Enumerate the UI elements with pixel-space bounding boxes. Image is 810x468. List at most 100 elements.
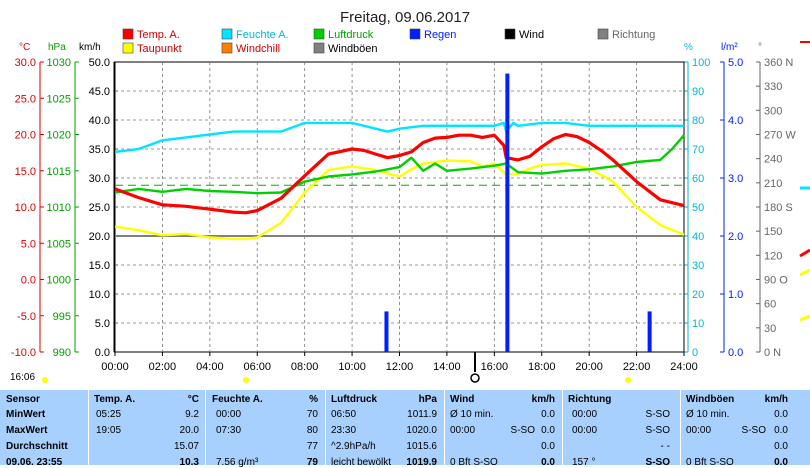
- humidity-tick-label: 40: [692, 231, 704, 243]
- header-humidity: Feuchte A.: [212, 394, 263, 405]
- direction-tick-label: 30: [764, 323, 776, 335]
- wind-value: 0.0: [541, 409, 555, 420]
- legend-swatch: [504, 28, 516, 40]
- direction-tick-label: 90 O: [764, 275, 788, 287]
- series: [114, 73, 685, 352]
- rain-tick-label: 3.0: [728, 173, 743, 185]
- direction-tick-label: 210: [764, 178, 782, 190]
- sunrise-marker: [243, 377, 249, 383]
- direction-tick-label: 0 N: [764, 347, 781, 359]
- pressure-tick-label: 1015: [47, 166, 71, 178]
- humidity-tick-label: 50: [692, 202, 704, 214]
- humidity-tick-label: 100: [692, 57, 710, 69]
- legend-swatch: [221, 42, 233, 54]
- row-label: MinWert: [6, 409, 46, 420]
- legend-swatch: [221, 28, 233, 40]
- legend-swatch: [597, 28, 609, 40]
- x-tick-label: 22:00: [623, 361, 651, 373]
- x-tick-label: 18:00: [528, 361, 556, 373]
- grid: [114, 61, 685, 353]
- humidity-tick-label: 30: [692, 260, 704, 272]
- humidity-time: 00:00: [216, 409, 242, 420]
- legend-label: Windböen: [328, 43, 378, 55]
- temp-tick-label: -10.0: [11, 347, 36, 359]
- temp-time: 19:05: [96, 425, 122, 436]
- pressure-tick-label: 1010: [47, 202, 71, 214]
- chart-title: Freitag, 09.06.2017: [340, 9, 470, 26]
- rain-tick-label: 0.0: [728, 347, 743, 359]
- rain-tick-label: 1.0: [728, 289, 743, 301]
- pressure-value: 1011.9: [407, 409, 437, 420]
- x-tick-label: 12:00: [386, 361, 414, 373]
- legend: Temp. A. Feuchte A. Luftdruck Regen Wind Rich…: [122, 28, 655, 55]
- legend-swatch: [409, 28, 421, 40]
- row-label: 09.06. 23:55: [6, 457, 63, 468]
- pressure-unit-label: hPa: [48, 42, 66, 53]
- rain-bar: [647, 311, 652, 352]
- temp-tick-label: 25.0: [15, 93, 36, 105]
- legend-swatch: [313, 28, 325, 40]
- wind-tick-label: 15.0: [89, 260, 110, 272]
- wind-direction: S-SO: [510, 425, 535, 436]
- legend-label: Regen: [424, 29, 456, 41]
- wind-tick-label: 50.0: [89, 57, 110, 69]
- pressure-tick-label: 1000: [47, 275, 71, 287]
- column-divider: [325, 390, 326, 465]
- direction-tick-label: 300: [764, 105, 782, 117]
- statistics-table: Sensor Temp. A. °C Feuchte A.% Luftdruck hPa W…: [0, 390, 810, 468]
- direction-tick-label: 120: [764, 250, 782, 262]
- wind-tick-label: 20.0: [89, 231, 110, 243]
- gust-value: 0.0: [774, 425, 788, 436]
- current-time-dot: [470, 373, 480, 383]
- pressure-time: ^2.9hPa/h: [331, 441, 376, 452]
- legend-label: Richtung: [612, 29, 655, 41]
- rain-unit-label: l/m²: [721, 42, 738, 53]
- sun-indicator: [42, 377, 48, 383]
- dewpoint-edge-marker: [799, 314, 810, 322]
- taupunkt-line: [114, 159, 685, 241]
- axes: °C hPa km/h% l/m² ° 30.0 25.0 20.0 15.0 10.0 5.0 0.…: [11, 42, 796, 373]
- x-tick-label: 08:00: [291, 361, 319, 373]
- pressure-tick-label: 1025: [47, 93, 71, 105]
- temp-value: 9.2: [185, 409, 199, 420]
- direction-tick-label: 180 S: [764, 202, 793, 214]
- rain-bar: [505, 73, 510, 352]
- header-humidity-unit: %: [309, 394, 318, 405]
- wind-value: 0.0: [541, 441, 555, 452]
- wind-value: 0.0: [541, 425, 555, 436]
- humidity-tick-label: 60: [692, 173, 704, 185]
- wind-tick-label: 10.0: [89, 289, 110, 301]
- humidity-tick-label: 10: [692, 318, 704, 330]
- wind-value: 0.0: [541, 457, 555, 468]
- x-tick-label: 02:00: [149, 361, 177, 373]
- legend-swatch: [122, 42, 134, 54]
- pressure-tick-label: 1030: [47, 57, 71, 69]
- pressure-tick-label: 1005: [47, 238, 71, 250]
- wind-tick-label: 35.0: [89, 144, 110, 156]
- humidity-time: 07:30: [216, 425, 242, 436]
- wind-tick-label: 0.0: [95, 347, 110, 359]
- legend-label: Luftdruck: [328, 29, 374, 41]
- temp-tick-label: 30.0: [15, 57, 36, 69]
- wind-tick-label: 45.0: [89, 86, 110, 98]
- header-temp: Temp. A.: [94, 394, 136, 405]
- x-tick-label: 14:00: [433, 361, 461, 373]
- x-tick-label: 00:00: [101, 361, 129, 373]
- direction-tick-label: 60: [764, 299, 776, 311]
- humidity-tick-label: 80: [692, 115, 704, 127]
- direction-tick-label: 360 N: [764, 57, 793, 69]
- pressure-time: leicht bewölkt: [331, 457, 392, 468]
- header-pressure: Luftdruck: [331, 394, 378, 405]
- header-pressure-unit: hPa: [418, 394, 437, 405]
- humidity-time: 7.56 g/m³: [216, 457, 259, 468]
- direction-tick-label: 330: [764, 81, 782, 93]
- header-gust-unit: km/h: [764, 394, 788, 405]
- direction-tick-label: 150: [764, 226, 782, 238]
- direction-time: 00:00: [572, 425, 598, 436]
- humidity-value: 79: [306, 457, 318, 468]
- gust-time: Ø 10 min.: [686, 409, 730, 420]
- header-temp-unit: °C: [187, 394, 199, 405]
- x-tick-label: 10:00: [338, 361, 366, 373]
- header-sensor: Sensor: [6, 394, 40, 405]
- direction-value: S-SO: [645, 409, 670, 420]
